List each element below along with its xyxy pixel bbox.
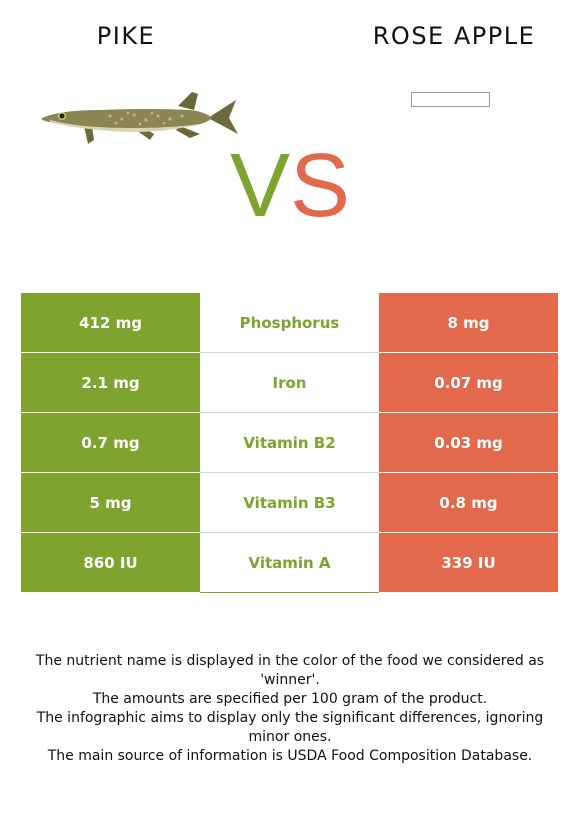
right-value: 0.8 mg bbox=[379, 473, 558, 533]
comparison-table: 412 mg Phosphorus 8 mg 2.1 mg Iron 0.07 … bbox=[21, 293, 558, 593]
vs-v: V bbox=[229, 136, 290, 236]
right-food-title: ROSE APPLE bbox=[372, 22, 536, 50]
nutrient-name: Iron bbox=[200, 353, 379, 413]
left-food-title: PIKE bbox=[96, 22, 156, 50]
note-line: The infographic aims to display only the… bbox=[36, 710, 544, 745]
left-value: 0.7 mg bbox=[21, 413, 200, 473]
pike-fish-image bbox=[42, 92, 238, 144]
table-row: 412 mg Phosphorus 8 mg bbox=[21, 293, 558, 353]
vs-label: VS bbox=[0, 136, 580, 236]
table-row: 5 mg Vitamin B3 0.8 mg bbox=[21, 473, 558, 533]
left-value: 860 IU bbox=[21, 533, 200, 593]
right-value: 339 IU bbox=[379, 533, 558, 593]
nutrient-name: Vitamin A bbox=[200, 533, 379, 593]
note-line: The amounts are specified per 100 gram o… bbox=[92, 691, 488, 707]
table-row: 2.1 mg Iron 0.07 mg bbox=[21, 353, 558, 413]
right-value: 8 mg bbox=[379, 293, 558, 353]
table-row: 0.7 mg Vitamin B2 0.03 mg bbox=[21, 413, 558, 473]
footnotes: The nutrient name is displayed in the co… bbox=[18, 652, 562, 766]
left-value: 412 mg bbox=[21, 293, 200, 353]
rose-apple-image-placeholder bbox=[411, 92, 490, 107]
right-value: 0.07 mg bbox=[379, 353, 558, 413]
nutrient-name: Vitamin B2 bbox=[200, 413, 379, 473]
left-value: 5 mg bbox=[21, 473, 200, 533]
table-row: 860 IU Vitamin A 339 IU bbox=[21, 533, 558, 593]
note-line: The nutrient name is displayed in the co… bbox=[35, 653, 545, 688]
vs-s: S bbox=[290, 136, 351, 236]
nutrient-name: Vitamin B3 bbox=[200, 473, 379, 533]
right-value: 0.03 mg bbox=[379, 413, 558, 473]
left-value: 2.1 mg bbox=[21, 353, 200, 413]
note-line: The main source of information is USDA F… bbox=[47, 748, 533, 764]
nutrient-name: Phosphorus bbox=[200, 293, 379, 353]
